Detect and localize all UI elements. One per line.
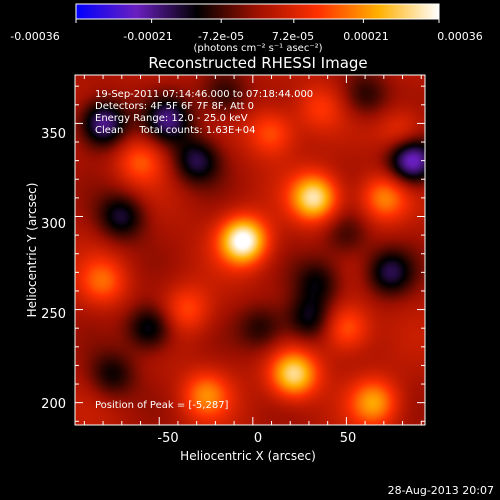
info-line-detectors: Detectors: 4F 5F 6F 7F 8F, Att 0 xyxy=(95,101,254,112)
peak-position-label: Position of Peak = [-5,287] xyxy=(95,400,229,411)
colorbar-tick-label: -0.00036 xyxy=(10,30,59,43)
y-tick-label: 200 xyxy=(41,397,66,412)
x-tick-label: 50 xyxy=(340,431,357,446)
colorbar-gradient xyxy=(75,3,440,20)
info-line-counts: Clean Total counts: 1.63E+04 xyxy=(95,125,255,136)
heatmap-image xyxy=(75,75,425,425)
x-tick-label: -50 xyxy=(157,431,178,446)
colorbar-tick-label: -7.2e-05 xyxy=(198,30,244,43)
heatmap-plot xyxy=(74,74,426,426)
info-line-time: 19-Sep-2011 07:14:46.000 to 07:18:44.000 xyxy=(95,89,313,100)
x-tick-label: 0 xyxy=(254,431,262,446)
colorbar-tick-label: 0.00021 xyxy=(343,30,389,43)
colorbar: -0.00036 -0.00021 -7.2e-05 7.2e-05 0.000… xyxy=(10,3,483,54)
y-axis-label: Heliocentric Y (arcsec) xyxy=(25,183,39,318)
y-tick-label: 300 xyxy=(41,217,66,232)
colorbar-tick-label: 7.2e-05 xyxy=(272,30,314,43)
y-tick-label: 250 xyxy=(41,307,66,322)
chart-title: Reconstructed RHESSI Image xyxy=(148,54,367,72)
colorbar-unit-label: (photons cm⁻² s⁻¹ asec⁻²) xyxy=(193,43,322,54)
colorbar-ticks xyxy=(75,19,440,23)
info-line-energy: Energy Range: 12.0 - 25.0 keV xyxy=(95,113,248,124)
colorbar-tick-label: 0.00036 xyxy=(437,30,483,43)
plot-frame xyxy=(74,74,426,426)
x-axis-label: Heliocentric X (arcsec) xyxy=(180,449,316,463)
info-block: 19-Sep-2011 07:14:46.000 to 07:18:44.000… xyxy=(95,89,313,411)
y-tick-label: 350 xyxy=(41,127,66,142)
footer-date: 28-Aug-2013 20:07 xyxy=(388,484,494,497)
colorbar-tick-label: -0.00021 xyxy=(123,30,172,43)
axis-ticks xyxy=(75,75,425,425)
